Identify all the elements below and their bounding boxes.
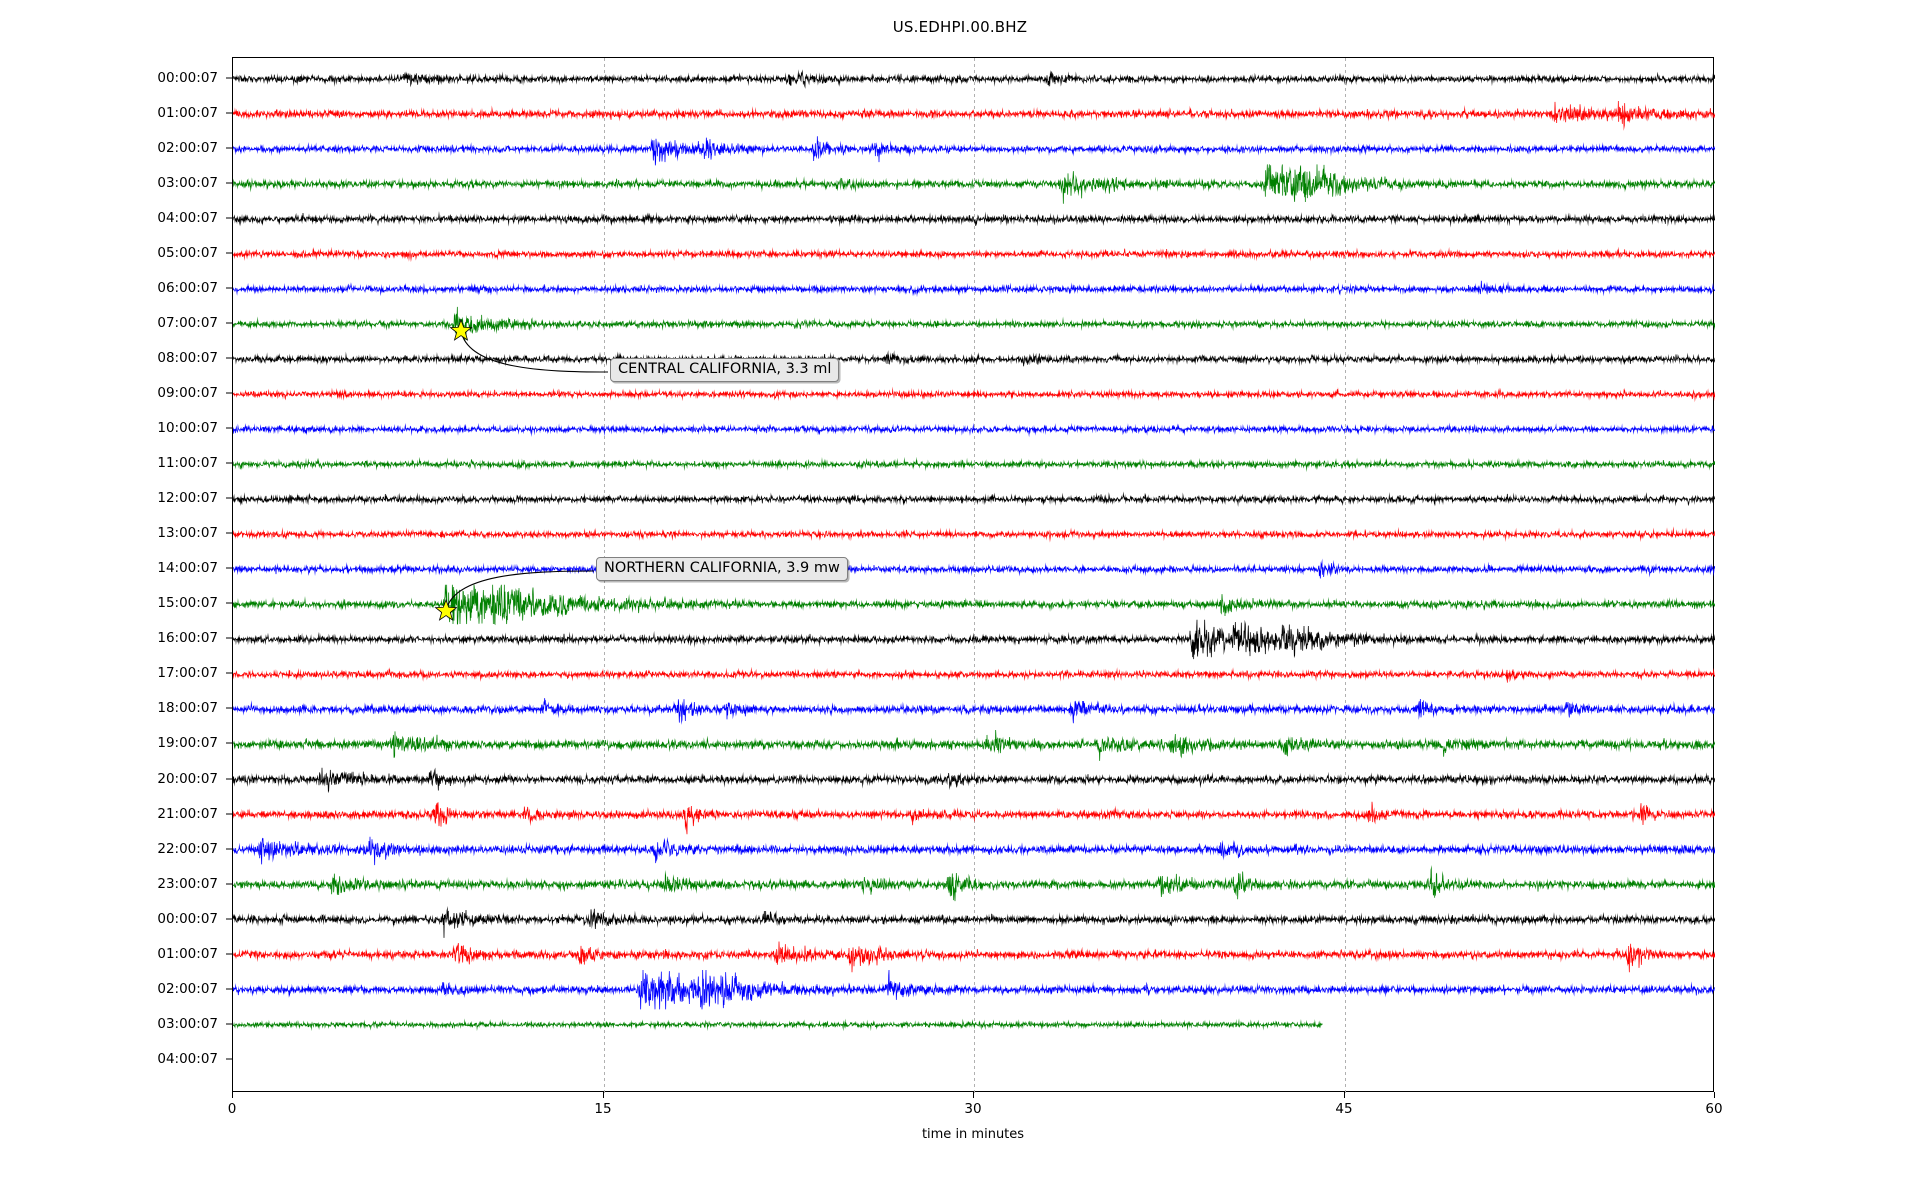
y-tick-label: 10:00:07	[157, 420, 218, 437]
event-annotation-northern-california[interactable]: NORTHERN CALIFORNIA, 3.9 mw	[596, 557, 848, 582]
x-axis-label: time in minutes	[921, 1127, 1025, 1142]
y-tick-label: 11:00:07	[157, 455, 218, 472]
x-tick-label: 60	[1705, 1101, 1723, 1117]
y-tick-label: 22:00:07	[157, 840, 218, 857]
y-tick-label: 12:00:07	[157, 490, 218, 507]
x-tick-label: 15	[594, 1101, 612, 1117]
y-tick-label: 06:00:07	[157, 280, 218, 297]
y-tick-label: 01:00:07	[157, 105, 218, 122]
plot-axes[interactable]	[232, 57, 1715, 1093]
y-tick-label: 02:00:07	[157, 140, 218, 157]
y-tick-label: 07:00:07	[157, 315, 218, 332]
y-tick-label: 09:00:07	[157, 385, 218, 402]
x-tick-label: 0	[227, 1101, 237, 1117]
y-tick-label: 15:00:07	[157, 595, 218, 612]
y-tick-label: 03:00:07	[157, 175, 218, 192]
y-tick-label: 00:00:07	[157, 910, 218, 927]
y-tick-label: 21:00:07	[157, 805, 218, 822]
y-tick-label: 17:00:07	[157, 665, 218, 682]
event-annotation-central-california[interactable]: CENTRAL CALIFORNIA, 3.3 ml	[610, 358, 840, 383]
y-tick-label: 04:00:07	[157, 210, 218, 227]
y-tick-label: 13:00:07	[157, 525, 218, 542]
waveform-canvas[interactable]	[233, 58, 1715, 1093]
y-tick-label: 20:00:07	[157, 770, 218, 787]
y-tick-label: 04:00:07	[157, 1050, 218, 1067]
y-tick-label: 18:00:07	[157, 700, 218, 717]
y-tick-label: 03:00:07	[157, 1015, 218, 1032]
y-tick-label: 05:00:07	[157, 245, 218, 262]
y-tick-label: 02:00:07	[157, 980, 218, 997]
x-tick-label: 45	[1335, 1101, 1353, 1117]
x-tick-label: 30	[964, 1101, 982, 1117]
y-tick-label: 16:00:07	[157, 630, 218, 647]
page-title: US.EDHPI.00.BHZ	[892, 18, 1028, 36]
y-tick-label: 19:00:07	[157, 735, 218, 752]
y-tick-label: 00:00:07	[157, 70, 218, 86]
y-tick-label: 14:00:07	[157, 560, 218, 577]
y-tick-label: 08:00:07	[157, 350, 218, 367]
y-tick-label: 23:00:07	[157, 875, 218, 892]
y-tick-label: 01:00:07	[157, 945, 218, 962]
